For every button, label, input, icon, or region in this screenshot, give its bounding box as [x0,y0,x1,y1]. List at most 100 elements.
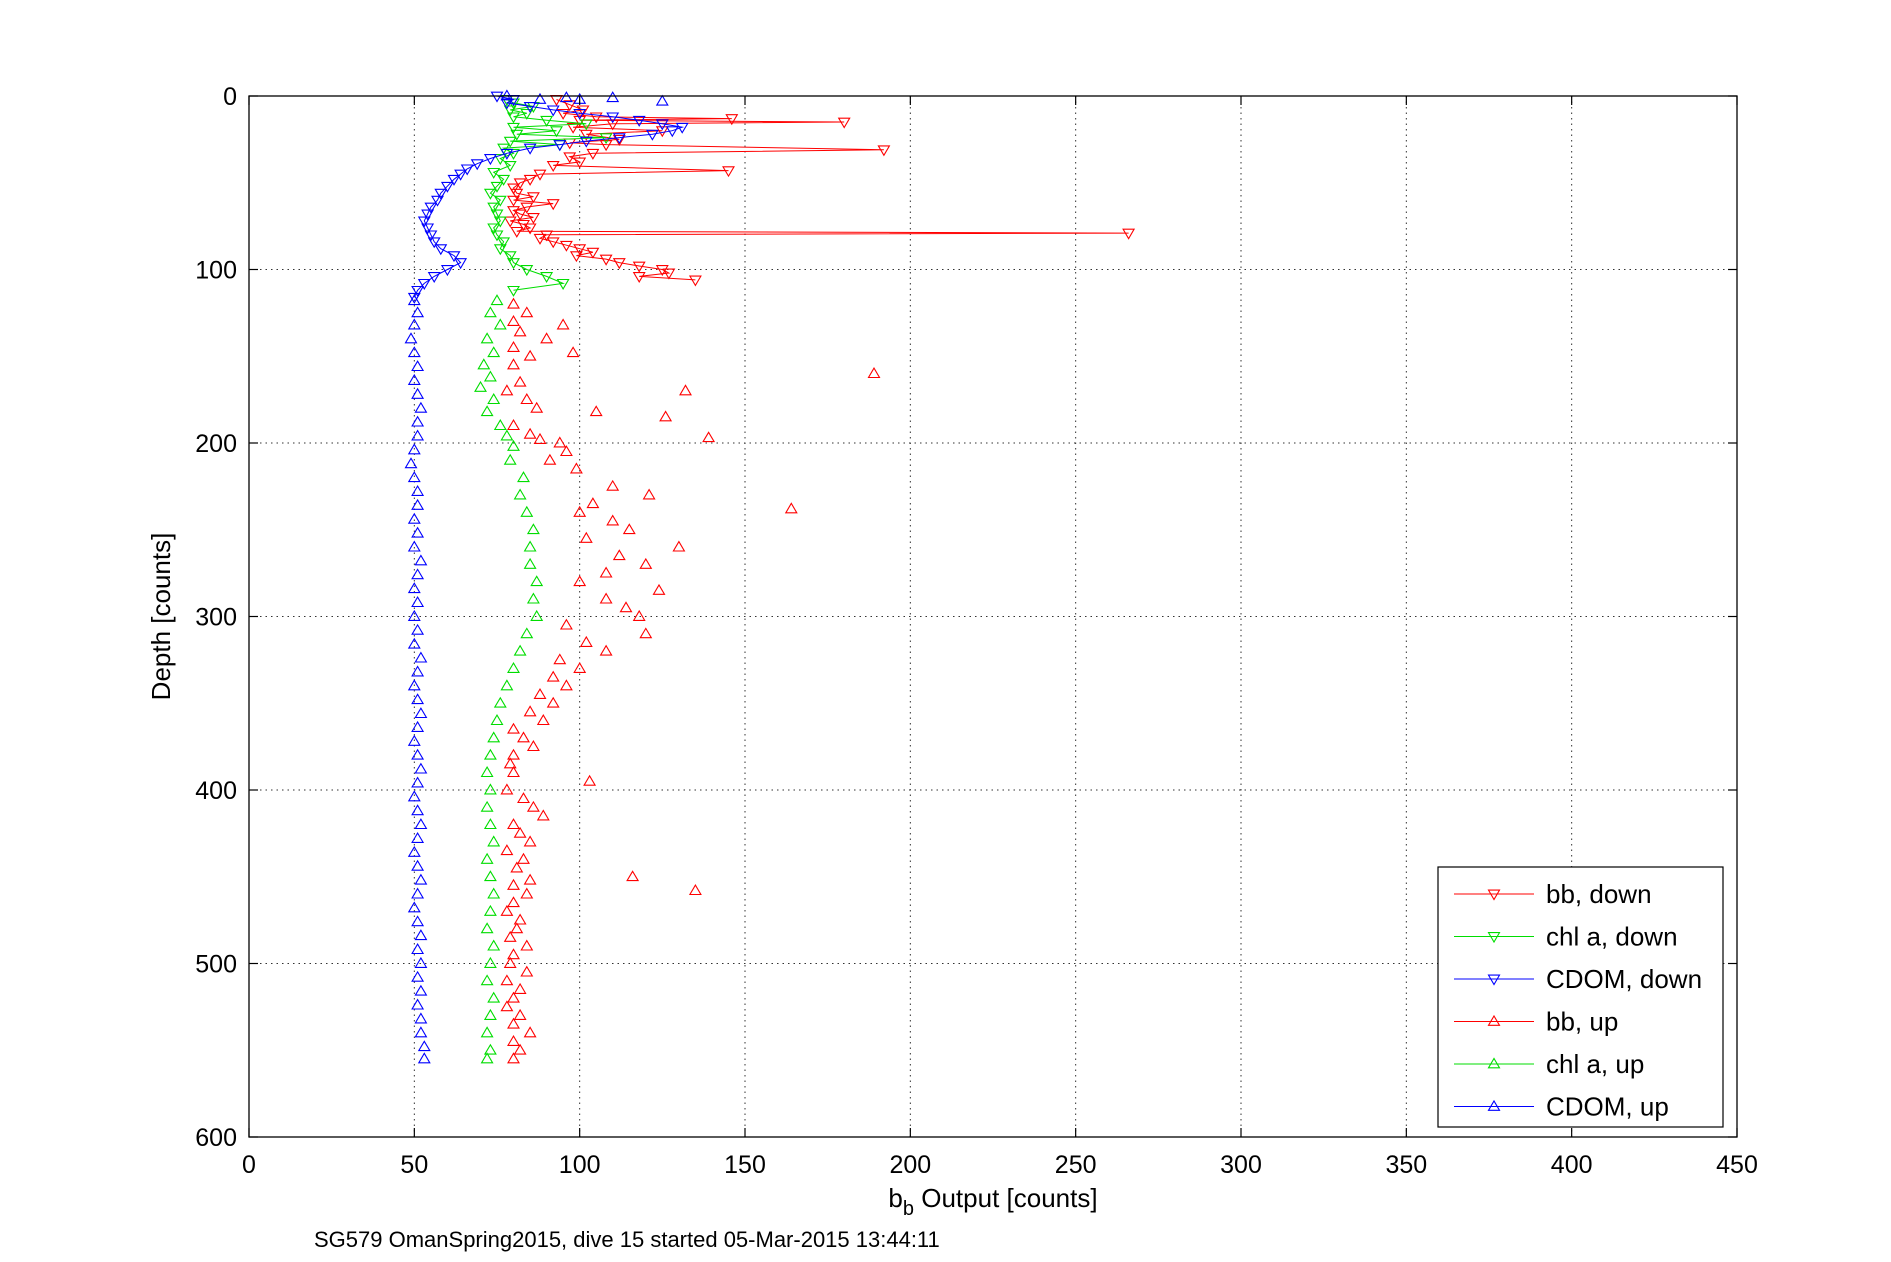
data-point [454,258,468,270]
data-point [411,693,425,705]
data-point [573,244,587,256]
data-point [411,748,425,760]
data-point [404,457,418,469]
data-point [493,419,507,431]
data-point [513,913,527,925]
legend-label: chl a, down [1546,922,1678,952]
data-point [434,188,448,200]
legend-marker [1487,974,1501,986]
series-4 [474,294,544,1064]
data-point [483,818,497,830]
data-point [483,306,497,318]
data-point [672,540,686,552]
data-point [500,89,514,101]
data-point [536,809,550,821]
data-point [507,258,520,270]
data-point [645,129,659,141]
data-point [530,401,544,413]
data-point [427,237,441,249]
data-point [530,609,544,621]
data-point [513,325,527,337]
data-point [632,272,646,283]
data-point [526,740,540,752]
data-point [487,835,501,847]
data-point [493,696,507,708]
data-point [487,991,501,1003]
data-point [520,108,534,120]
y-tick-label: 200 [195,430,237,458]
data-point [599,592,613,604]
data-point [480,766,494,778]
data-point [480,405,494,417]
data-point [414,1026,428,1038]
data-point [546,670,560,682]
data-point [411,415,425,427]
data-point [503,161,517,172]
data-point [606,479,620,491]
data-point [599,140,613,152]
data-point [520,939,534,951]
data-point [407,373,421,385]
data-point [507,419,520,431]
legend-label: CDOM, up [1546,1092,1669,1122]
data-point [655,119,669,131]
data-point [411,596,425,608]
series-2 [407,91,689,304]
legend-marker [1487,932,1501,944]
data-point [520,505,534,517]
data-point [470,159,484,171]
data-point [490,181,504,193]
y-tick-label: 300 [195,604,237,632]
data-point [411,568,425,580]
data-point [523,143,537,155]
data-area [404,89,1136,1064]
data-point [619,601,633,613]
data-point [546,199,560,211]
data-point [487,887,501,899]
data-point [503,216,517,228]
data-point [411,720,425,732]
data-point [606,91,620,103]
data-point [411,776,425,788]
data-point [589,405,603,417]
data-point [483,748,497,760]
data-point [573,662,587,673]
data-point [407,901,421,913]
data-point [563,152,577,164]
data-point [579,119,593,131]
y-tick-label: 500 [195,951,237,979]
data-point [507,439,520,451]
data-point [606,112,620,124]
data-point [553,653,567,665]
data-point [586,247,600,259]
data-point [569,462,583,474]
data-point [500,904,514,916]
data-point [503,105,517,117]
data-point [1122,228,1136,240]
data-point [414,554,428,566]
data-point [431,195,444,207]
data-point [500,783,514,795]
data-point [483,154,497,166]
data-point [493,154,507,166]
x-axis-label-main: b [888,1183,902,1213]
data-point [523,557,537,569]
data-point [503,956,517,968]
data-point [573,108,587,120]
data-point [513,1008,527,1020]
data-point [520,393,534,405]
data-point [523,873,537,885]
data-point [559,445,573,457]
legend-marker [1487,1014,1501,1026]
data-point [417,1052,431,1064]
data-point [424,230,438,242]
data-point [559,91,573,103]
series-line [510,99,1129,281]
data-point [536,714,550,726]
legend-label: chl a, up [1546,1049,1644,1079]
x-tick-label: 150 [724,1151,766,1179]
series-5 [404,89,669,1064]
data-point [507,297,520,309]
data-point [546,161,560,172]
